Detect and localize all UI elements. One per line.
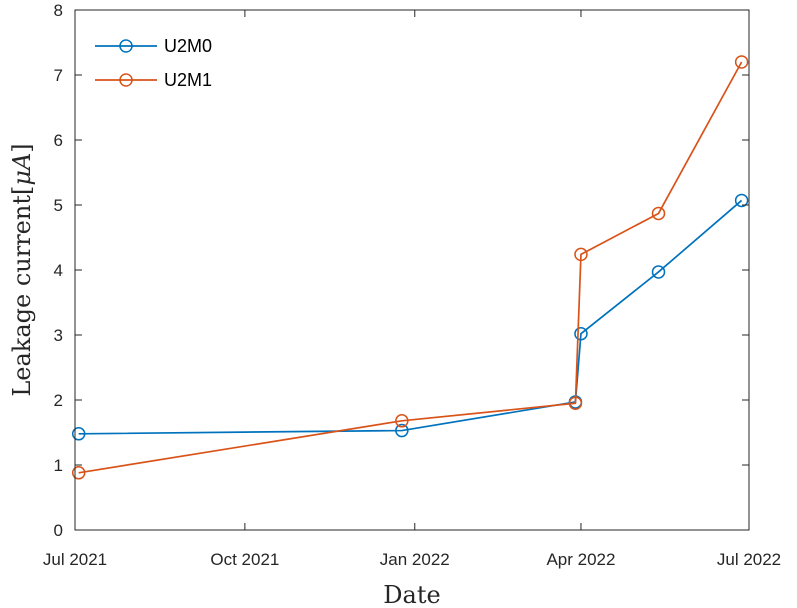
y-tick-label: 3 <box>54 326 63 345</box>
x-tick-label: Jul 2021 <box>43 550 107 569</box>
y-axis-ticks: 0 1 2 3 4 5 6 7 8 <box>54 1 749 540</box>
data-point-u2m0 <box>574 326 588 341</box>
y-tick-label: 0 <box>54 521 63 540</box>
y-tick-label: 2 <box>54 391 63 410</box>
y-tick-label: 8 <box>54 1 63 20</box>
data-point-u2m1 <box>574 247 588 262</box>
x-tick-label: Apr 2022 <box>546 550 615 569</box>
x-axis-ticks: Jul 2021 Oct 2021 Jan 2022 Apr 2022 Jul 2022 <box>43 10 781 569</box>
x-tick-label: Oct 2021 <box>210 550 279 569</box>
y-axis-title-unit: μA <box>8 153 36 186</box>
y-tick-label: 6 <box>54 131 63 150</box>
y-tick-label: 1 <box>54 456 63 475</box>
y-axis-title-close: ] <box>8 143 36 152</box>
data-point-u2m1 <box>651 206 666 221</box>
data-point-u2m1 <box>395 414 409 428</box>
series-line-u2m0 <box>78 199 743 435</box>
series-layer <box>71 55 749 480</box>
data-point-u2m0 <box>71 427 86 441</box>
y-axis-title: Leakage current[μA] <box>8 143 36 396</box>
y-axis-title-text: Leakage current[ <box>8 186 36 397</box>
y-tick-label: 4 <box>54 261 63 280</box>
legend-label-u2m1: U2M1 <box>164 70 212 90</box>
legend: U2M0 U2M1 <box>84 28 242 98</box>
data-point-u2m1 <box>71 466 86 480</box>
data-point-u2m0 <box>651 265 666 279</box>
legend-marker-u2m0 <box>119 39 133 53</box>
legend-marker-u2m1 <box>119 73 133 87</box>
data-point-u2m0 <box>395 423 409 438</box>
y-tick-label: 7 <box>54 66 63 85</box>
data-point-u2m0 <box>734 193 749 208</box>
legend-box <box>84 28 242 98</box>
legend-label-u2m0: U2M0 <box>164 36 212 56</box>
x-axis-title: Date <box>383 581 440 608</box>
y-tick-label: 5 <box>54 196 63 215</box>
data-point-u2m1 <box>568 396 583 410</box>
series-line-u2m1 <box>78 61 743 474</box>
x-tick-label: Jan 2022 <box>380 550 450 569</box>
data-point-u2m1 <box>734 55 749 69</box>
x-tick-label: Jul 2022 <box>717 550 781 569</box>
